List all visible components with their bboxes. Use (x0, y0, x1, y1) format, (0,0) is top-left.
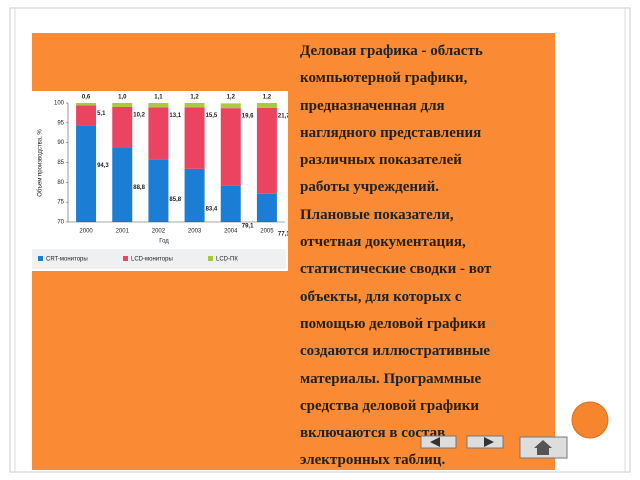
text-line: создаются иллюстративные (300, 343, 491, 360)
value-label: 15,5 (206, 113, 218, 119)
value-label: 79,1 (242, 223, 254, 229)
x-axis-label: Год (159, 239, 169, 245)
y-tick-label: 80 (57, 180, 64, 186)
value-label: 1,0 (118, 95, 127, 101)
bar-segment (148, 103, 169, 108)
y-tick-label: 75 (57, 200, 64, 206)
text-line: электронных таблиц. (300, 452, 446, 469)
value-label: 1,2 (263, 95, 272, 101)
legend-swatch (38, 256, 43, 261)
text-line: Деловая графика - область (300, 43, 483, 59)
bar-segment (220, 185, 241, 222)
text-line: работы учреждений. (300, 179, 440, 196)
bar-segment (112, 103, 133, 107)
legend-bg (32, 249, 286, 269)
x-tick-label: 2004 (224, 229, 238, 235)
value-label: 1,2 (190, 95, 199, 101)
chart: Объем производства, % Год 70 75 80 85 90 95 10… (30, 91, 288, 271)
value-label: 1,1 (154, 95, 163, 101)
value-label: 5,1 (97, 111, 106, 117)
bar-segment (112, 147, 133, 222)
text-line: компьютерной графики, (300, 70, 468, 87)
prev-button[interactable] (420, 435, 457, 449)
frame (9, 7, 631, 473)
value-label: 77,1 (278, 231, 288, 237)
value-label: 83,4 (206, 206, 218, 212)
text-line: различных показателей (300, 152, 462, 169)
text-line: материалы. Программные (300, 370, 482, 387)
text-line: помощью деловой графики (300, 315, 486, 332)
text-line: включаются в состав (300, 425, 446, 442)
y-axis-label: Объем производства, % (38, 129, 44, 197)
x-tick-label: 2002 (152, 229, 166, 235)
text-line: статистические сводки - вот (300, 261, 492, 278)
bar-segment (148, 159, 169, 222)
next-button[interactable] (466, 435, 504, 449)
y-tick-label: 100 (54, 101, 65, 107)
text-line: объекты, для которых с (300, 288, 462, 305)
bar-segment (256, 107, 277, 194)
legend-label: LCD-ПК (216, 257, 238, 263)
bar-segment (76, 105, 97, 126)
value-label: 0,6 (82, 95, 91, 101)
bar-segment (76, 103, 97, 106)
bar-segment (184, 103, 205, 108)
x-tick-label: 2003 (188, 229, 202, 235)
value-label: 10,2 (133, 113, 145, 119)
bar-segment (184, 168, 205, 222)
bar-segment (220, 103, 241, 109)
value-label: 85,8 (169, 197, 181, 203)
x-tick-label: 2000 (79, 229, 93, 235)
legend-label: LCD-мониторы (131, 257, 173, 263)
legend-swatch (123, 256, 128, 261)
value-label: 94,3 (97, 163, 109, 169)
x-tick-label: 2005 (260, 229, 274, 235)
bar-segment (148, 107, 169, 160)
value-label: 13,1 (169, 113, 181, 119)
value-label: 1,2 (227, 95, 236, 101)
y-tick-label: 95 (57, 120, 64, 126)
legend-label: CRT-мониторы (46, 257, 88, 263)
value-label: 21,7 (278, 113, 288, 119)
bars (76, 103, 277, 222)
y-tick-label: 85 (57, 160, 64, 166)
text-line: Плановые показатели, (300, 206, 454, 223)
y-tick-label: 70 (57, 220, 64, 226)
value-label: 88,8 (133, 185, 145, 191)
text-line: наглядного представления (300, 124, 482, 141)
bar-segment (256, 193, 277, 222)
bar-segment (184, 107, 205, 169)
home-button[interactable] (519, 436, 568, 459)
bar-segment (220, 108, 241, 186)
bar-segment (256, 103, 277, 108)
text-line: средства деловой графики (300, 397, 480, 414)
value-label: 19,6 (242, 114, 254, 120)
decor-circle (571, 401, 609, 439)
bar-segment (112, 106, 133, 148)
legend-swatch (208, 256, 213, 261)
slide-text: Деловая графика - область компьютерной гр… (300, 38, 550, 475)
bar-segment (76, 125, 97, 222)
text-line: предназначенная для (300, 97, 445, 114)
x-tick-label: 2001 (116, 229, 130, 235)
text-line: отчетная документация, (300, 234, 466, 251)
y-tick-label: 90 (57, 140, 64, 146)
